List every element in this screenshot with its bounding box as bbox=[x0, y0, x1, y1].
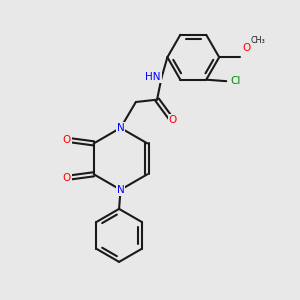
Text: CH₃: CH₃ bbox=[250, 36, 265, 45]
Text: N: N bbox=[117, 185, 124, 195]
Text: O: O bbox=[63, 173, 71, 183]
Text: O: O bbox=[63, 135, 71, 145]
Text: HN: HN bbox=[146, 72, 161, 82]
Text: O: O bbox=[242, 44, 250, 53]
Text: Cl: Cl bbox=[230, 76, 240, 86]
Text: O: O bbox=[169, 115, 177, 125]
Text: N: N bbox=[117, 123, 124, 133]
